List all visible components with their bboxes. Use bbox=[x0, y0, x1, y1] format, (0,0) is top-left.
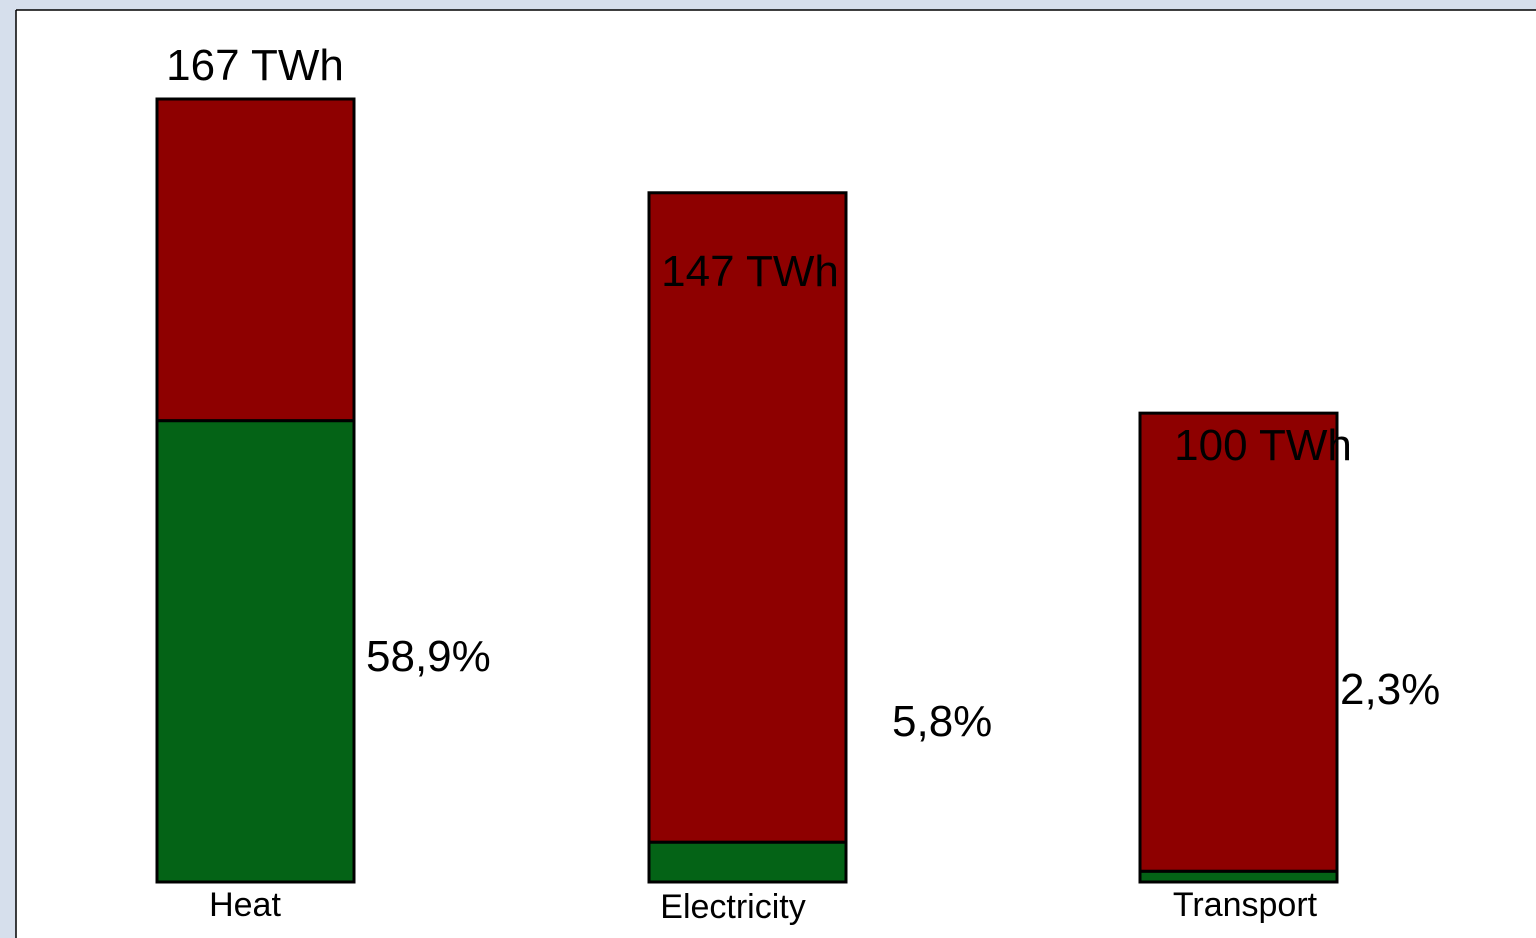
category-labels: Heat Electricity Transport bbox=[209, 886, 1318, 926]
bars-layer bbox=[155, 97, 1339, 884]
share-labels: 58,9% 5,8% 2,3% bbox=[366, 632, 1440, 746]
category-label-transport: Transport bbox=[1173, 886, 1318, 924]
total-label-heat: 167 TWh bbox=[166, 41, 344, 90]
bar-heat-segment-1 bbox=[155, 97, 356, 423]
bar-heat-segment-0 bbox=[155, 419, 356, 884]
bar-transport-segment-0 bbox=[1138, 869, 1339, 884]
bar-electricity-segment-1 bbox=[647, 191, 848, 844]
bar-electricity-segment-0 bbox=[647, 840, 848, 884]
share-label-transport: 2,3% bbox=[1340, 665, 1440, 714]
category-label-heat: Heat bbox=[209, 886, 281, 924]
share-label-electricity: 5,8% bbox=[892, 697, 992, 746]
total-labels: 167 TWh 147 TWh 100 TWh bbox=[166, 41, 1352, 470]
total-label-transport: 100 TWh bbox=[1174, 421, 1352, 470]
bar-transport-segment-1 bbox=[1138, 411, 1339, 873]
category-label-electricity: Electricity bbox=[660, 888, 805, 926]
share-label-heat: 58,9% bbox=[366, 632, 491, 681]
total-label-electricity: 147 TWh bbox=[661, 247, 839, 296]
